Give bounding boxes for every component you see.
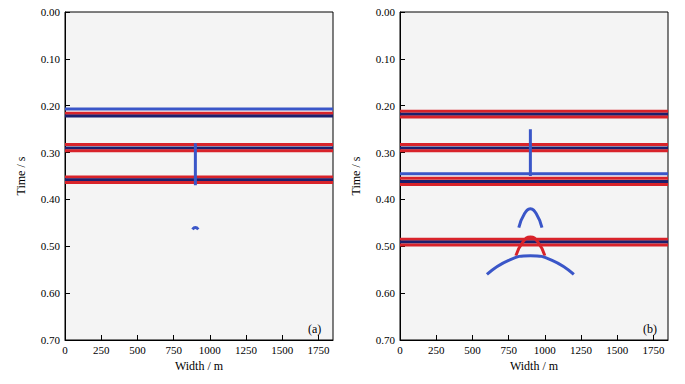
svg-text:500: 500 [464,344,481,356]
svg-text:(a): (a) [308,322,321,336]
svg-text:0.00: 0.00 [41,6,61,18]
svg-text:0.50: 0.50 [376,240,396,252]
svg-text:250: 250 [93,344,110,356]
svg-text:750: 750 [500,344,517,356]
svg-text:0.60: 0.60 [41,287,61,299]
svg-text:0.70: 0.70 [376,334,396,346]
svg-text:Width / m: Width / m [175,359,224,373]
svg-text:0.70: 0.70 [41,334,61,346]
svg-text:1750: 1750 [643,344,666,356]
svg-text:0.10: 0.10 [376,53,396,65]
svg-text:0.30: 0.30 [376,147,396,159]
svg-text:0.00: 0.00 [376,6,396,18]
svg-text:0.30: 0.30 [41,147,61,159]
svg-text:Width / m: Width / m [510,359,559,373]
svg-text:1000: 1000 [534,344,557,356]
svg-text:Time / s: Time / s [14,156,28,195]
svg-text:0.20: 0.20 [41,100,61,112]
svg-text:0.20: 0.20 [376,100,396,112]
svg-text:0: 0 [397,344,403,356]
svg-text:0.40: 0.40 [376,193,396,205]
svg-text:1250: 1250 [570,344,593,356]
svg-text:0.50: 0.50 [41,240,61,252]
svg-text:0.40: 0.40 [41,193,61,205]
svg-text:0: 0 [62,344,68,356]
svg-text:1500: 1500 [606,344,629,356]
svg-text:1250: 1250 [235,344,258,356]
svg-text:0.10: 0.10 [41,53,61,65]
svg-text:0.60: 0.60 [376,287,396,299]
svg-text:500: 500 [129,344,146,356]
svg-text:(b): (b) [643,322,657,336]
svg-text:750: 750 [165,344,182,356]
svg-text:1000: 1000 [199,344,222,356]
svg-text:250: 250 [428,344,445,356]
svg-text:Time / s: Time / s [349,156,363,195]
svg-text:1500: 1500 [271,344,294,356]
svg-text:1750: 1750 [308,344,331,356]
